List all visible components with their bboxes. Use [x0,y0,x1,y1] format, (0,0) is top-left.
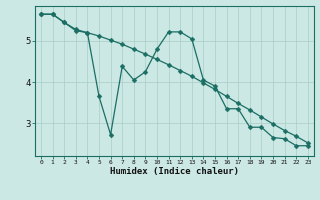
X-axis label: Humidex (Indice chaleur): Humidex (Indice chaleur) [110,167,239,176]
